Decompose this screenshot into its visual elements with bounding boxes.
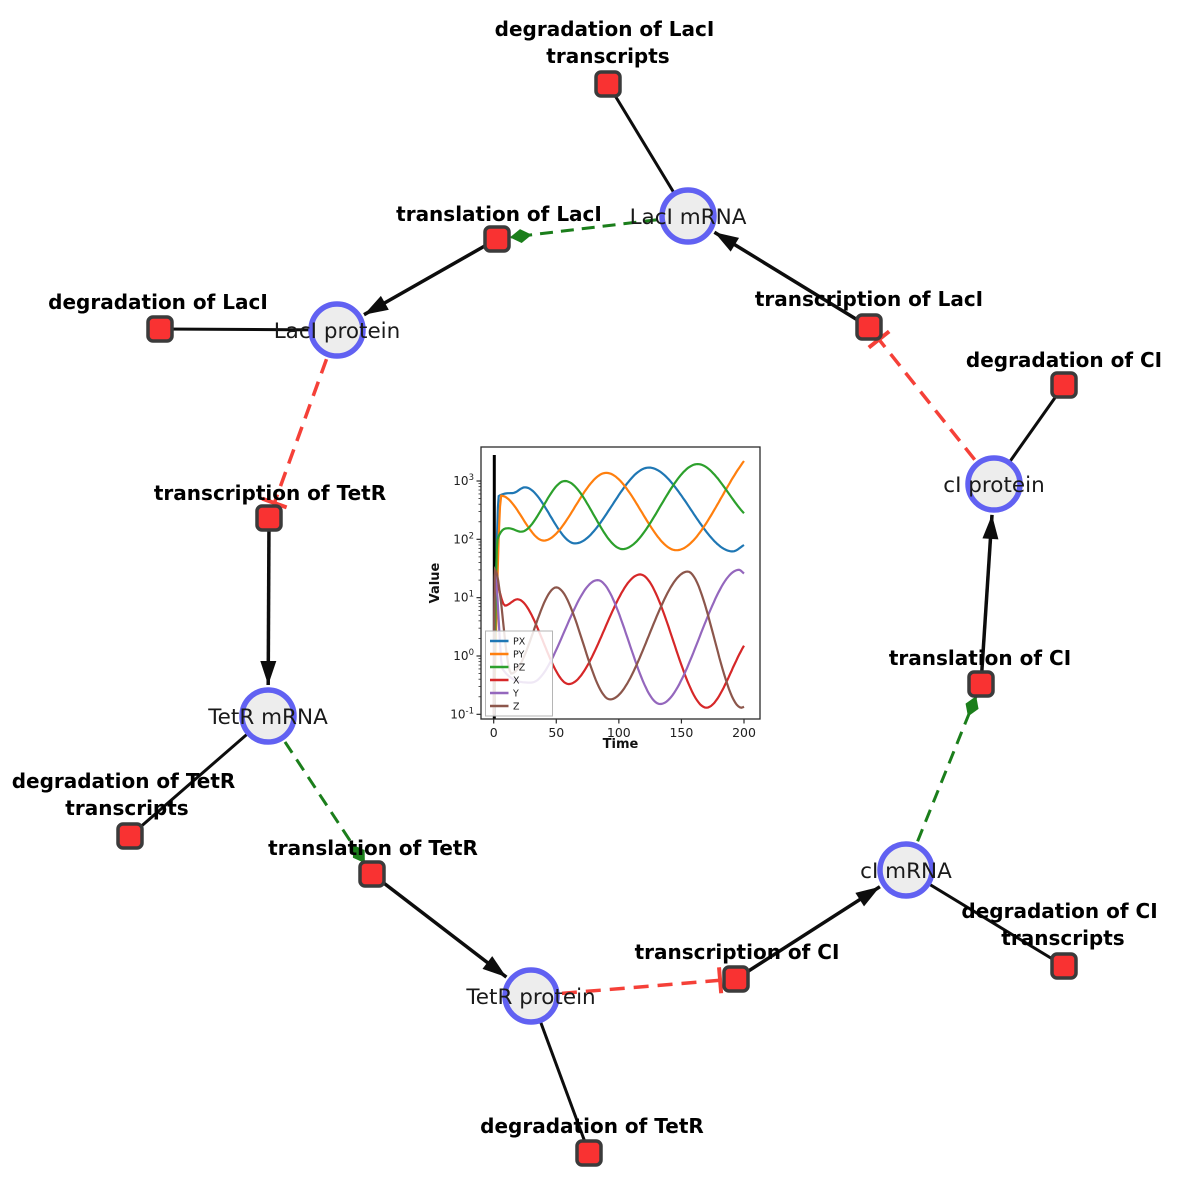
species-node-laci-mrna[interactable] [659, 187, 717, 245]
edge-translation-ci-to-ci-protein [979, 514, 999, 685]
reaction-label-transcription-laci: transcription of LacI [755, 287, 983, 311]
reaction-node-translation-laci[interactable] [483, 225, 511, 253]
x-tick-label: 50 [548, 725, 564, 740]
y-tick-label: 10-1 [450, 706, 474, 721]
y-tick-label: 103 [453, 473, 474, 488]
edge-ci-protein-inhibits-transcription-laci [867, 329, 977, 461]
edge-transcription-laci-to-laci-mrna [713, 230, 870, 329]
labels: degradation of LacI transcripts translat… [12, 17, 1164, 1138]
edge-translation-tetr-to-tetr-protein [370, 872, 508, 979]
legend-label-Z: Z [513, 702, 520, 713]
edge-transcription-ci-to-ci-mrna [735, 885, 881, 981]
reaction-node-translation-ci[interactable] [967, 670, 995, 698]
edge-ci-mrna-to-deg-ci-transcripts [905, 868, 1065, 968]
legend-label-PZ: PZ [513, 663, 526, 674]
plot-frame [480, 446, 761, 720]
series-line-PX [492, 466, 745, 715]
reaction-label-translation-ci: translation of CI [889, 646, 1071, 670]
reaction-node-transcription-tetr[interactable] [255, 504, 283, 532]
edge-ci-mrna-modifies-translation-ci [916, 696, 979, 842]
reaction-node-translation-tetr[interactable] [358, 860, 386, 888]
reaction-label-deg-tetr: degradation of TetR [480, 1114, 704, 1138]
reaction-node-deg-ci-transcripts[interactable] [1050, 952, 1078, 980]
edge-transcription-tetr-to-tetr-mrna [260, 517, 277, 686]
x-tick-label: 200 [732, 725, 756, 740]
reaction-label-translation-laci: translation of LacI [396, 202, 602, 226]
species-node-ci-protein[interactable] [965, 455, 1023, 513]
species-node-tetr-mrna[interactable] [239, 687, 297, 745]
edge-translation-laci-to-laci-protein [363, 237, 498, 317]
species-label-laci-protein: LacI protein [274, 319, 401, 344]
x-axis-label: Time [603, 737, 639, 752]
reaction-node-transcription-laci[interactable] [855, 313, 883, 341]
x-tick-label: 0 [490, 725, 498, 740]
series-line-X [492, 573, 745, 715]
reaction-label-deg-laci: degradation of LacI [48, 290, 268, 314]
legend-label-PX: PX [513, 637, 526, 648]
reaction-label-deg-tetr-transcripts: degradation of TetR transcripts [12, 769, 243, 820]
y-tick-label: 102 [453, 531, 474, 546]
reaction-label-deg-ci-transcripts: degradation of CI transcripts [961, 899, 1164, 950]
nodes [116, 70, 1078, 1167]
legend-box [485, 630, 553, 717]
species-label-laci-mrna: LacI mRNA [630, 205, 747, 230]
species-label-ci-mrna: cI mRNA [860, 859, 952, 884]
reaction-node-deg-laci[interactable] [146, 315, 174, 343]
edge-tetr-mrna-to-deg-tetr-transcripts [129, 714, 269, 838]
reaction-node-deg-tetr[interactable] [575, 1139, 603, 1167]
species-label-tetr-protein: TetR protein [465, 985, 595, 1010]
edge-laci-protein-inhibits-transcription-tetr [261, 358, 329, 510]
reaction-node-deg-tetr-transcripts[interactable] [116, 822, 144, 850]
reaction-label-deg-ci: degradation of CI [966, 348, 1162, 372]
species-label-ci-protein: cI protein [943, 473, 1044, 498]
reaction-node-deg-ci[interactable] [1050, 371, 1078, 399]
edge-laci-mrna-modifies-translation-laci [509, 218, 658, 244]
y-tick-label: 101 [453, 590, 474, 605]
inset-timecourse-plot: 0 50 100 150 200 10-1 100 101 102 103 Time Value PX P… [428, 446, 761, 752]
x-tick-label: 100 [607, 725, 631, 740]
legend-label-X: X [513, 676, 520, 687]
series-line-PZ [492, 462, 745, 715]
reaction-node-transcription-ci[interactable] [722, 965, 750, 993]
x-tick-label: 150 [669, 725, 693, 740]
legend-label-Y: Y [512, 689, 519, 700]
reaction-node-deg-laci-transcripts[interactable] [594, 70, 622, 98]
edge-tetr-mrna-modifies-translation-tetr [283, 741, 366, 864]
species-label-tetr-mrna: TetR mRNA [207, 705, 328, 730]
series-line-PY [492, 460, 745, 715]
y-tick-label: 100 [453, 648, 474, 663]
reaction-label-transcription-tetr: transcription of TetR [154, 481, 386, 505]
species-node-tetr-protein[interactable] [502, 967, 560, 1025]
species-node-laci-protein[interactable] [308, 301, 366, 359]
y-axis-label: Value [428, 562, 443, 603]
reaction-label-translation-tetr: translation of TetR [268, 836, 478, 860]
reaction-label-deg-laci-transcripts: degradation of LacI transcripts [495, 17, 722, 68]
edge-laci-protein-to-deg-laci [159, 327, 338, 332]
legend-label-PY: PY [513, 650, 525, 661]
edge-tetr-protein-inhibits-transcription-ci [561, 967, 724, 996]
species-node-ci-mrna[interactable] [877, 841, 935, 899]
reaction-label-transcription-ci: transcription of CI [635, 940, 840, 964]
